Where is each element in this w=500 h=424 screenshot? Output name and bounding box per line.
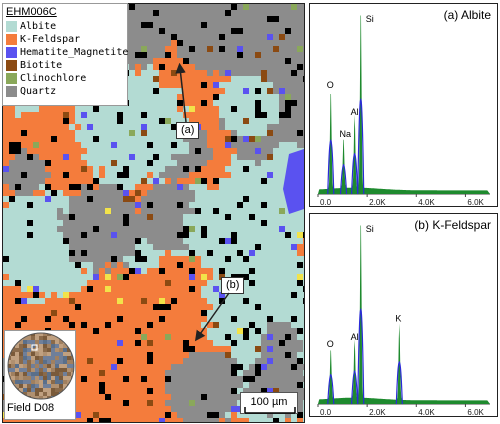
x-tick-label: 6.0K (467, 198, 484, 206)
legend-title: EHM006C (6, 6, 57, 18)
peak-outline (339, 164, 348, 195)
spectrum-fill (318, 225, 490, 404)
spectrum-title: (a) Albite (443, 8, 491, 22)
legend-item-clinochlore: Clinochlore (6, 72, 124, 85)
peak-outline (395, 361, 403, 405)
legend-item-quartz: Quartz (6, 85, 124, 98)
legend-swatch (6, 86, 17, 97)
legend-swatch (6, 34, 17, 45)
field-inset: Field D08 (4, 330, 76, 420)
x-tick-label: 4.0K (418, 408, 435, 416)
peak-label: O (327, 339, 334, 349)
legend-label: Hematite_Magnetite (20, 47, 129, 58)
legend-item-k-feldspar: K-Feldspar (6, 33, 124, 46)
field-inset-image (7, 332, 75, 400)
x-tick-label: 2.0K (369, 408, 386, 416)
x-tick-label: 4.0K (418, 198, 435, 206)
x-tick-label: 0.0 (320, 198, 332, 206)
spectrum-albite: 0.0 2.0K 4.0K 6.0K O Na Al Si (a) Albite (309, 3, 498, 207)
peak-outline (357, 308, 365, 405)
legend-label: Biotite (20, 60, 63, 71)
callout-b: (b) (221, 277, 245, 294)
scale-bar-line (244, 407, 296, 414)
legend-swatch (6, 47, 17, 58)
legend-label: Quartz (20, 86, 57, 97)
scale-bar: 100 µm (240, 392, 298, 414)
legend-item-albite: Albite (6, 20, 124, 33)
legend-swatch (6, 73, 17, 84)
legend-item-hematite-magnetite: Hematite_Magnetite (6, 46, 128, 59)
peak-label: Al (351, 332, 359, 342)
peak-label: Na (340, 129, 352, 139)
legend-item-biotite: Biotite (6, 59, 124, 72)
spectrum-title: (b) K-Feldspar (414, 218, 491, 232)
peak-label: O (327, 80, 334, 90)
x-tick-label: 6.0K (467, 408, 484, 416)
peak-label: Si (366, 224, 374, 234)
peak-outline (351, 370, 359, 405)
legend-swatch (6, 60, 17, 71)
legend: EHM006C Albite K-Feldspar Hematite_Magne… (2, 3, 128, 106)
spectrum-fill (318, 15, 490, 194)
callout-a: (a) (176, 122, 200, 139)
field-label: Field D08 (7, 402, 55, 414)
legend-swatch (6, 21, 17, 32)
legend-label: K-Feldspar (20, 34, 81, 45)
peak-outline (351, 153, 359, 195)
spectrum-k-feldspar: 0.0 2.0K 4.0K 6.0K O Al Si K (b) K-Feldspar (309, 213, 498, 417)
legend-label: Clinochlore (20, 73, 87, 84)
peak-label: Si (366, 14, 374, 24)
peak-outline (327, 374, 335, 405)
x-tick-label: 0.0 (320, 408, 332, 416)
peak-outline (357, 98, 365, 195)
spectrum-plot: 0.0 2.0K 4.0K 6.0K O Al Si K (317, 224, 490, 416)
spectrum-plot: 0.0 2.0K 4.0K 6.0K O Na Al Si (317, 14, 490, 206)
peak-outline (327, 139, 335, 195)
peak-label: K (395, 314, 401, 324)
x-tick-label: 2.0K (369, 198, 386, 206)
scale-bar-label: 100 µm (250, 396, 288, 408)
peak-label: Al (351, 107, 359, 117)
legend-label: Albite (20, 21, 57, 32)
